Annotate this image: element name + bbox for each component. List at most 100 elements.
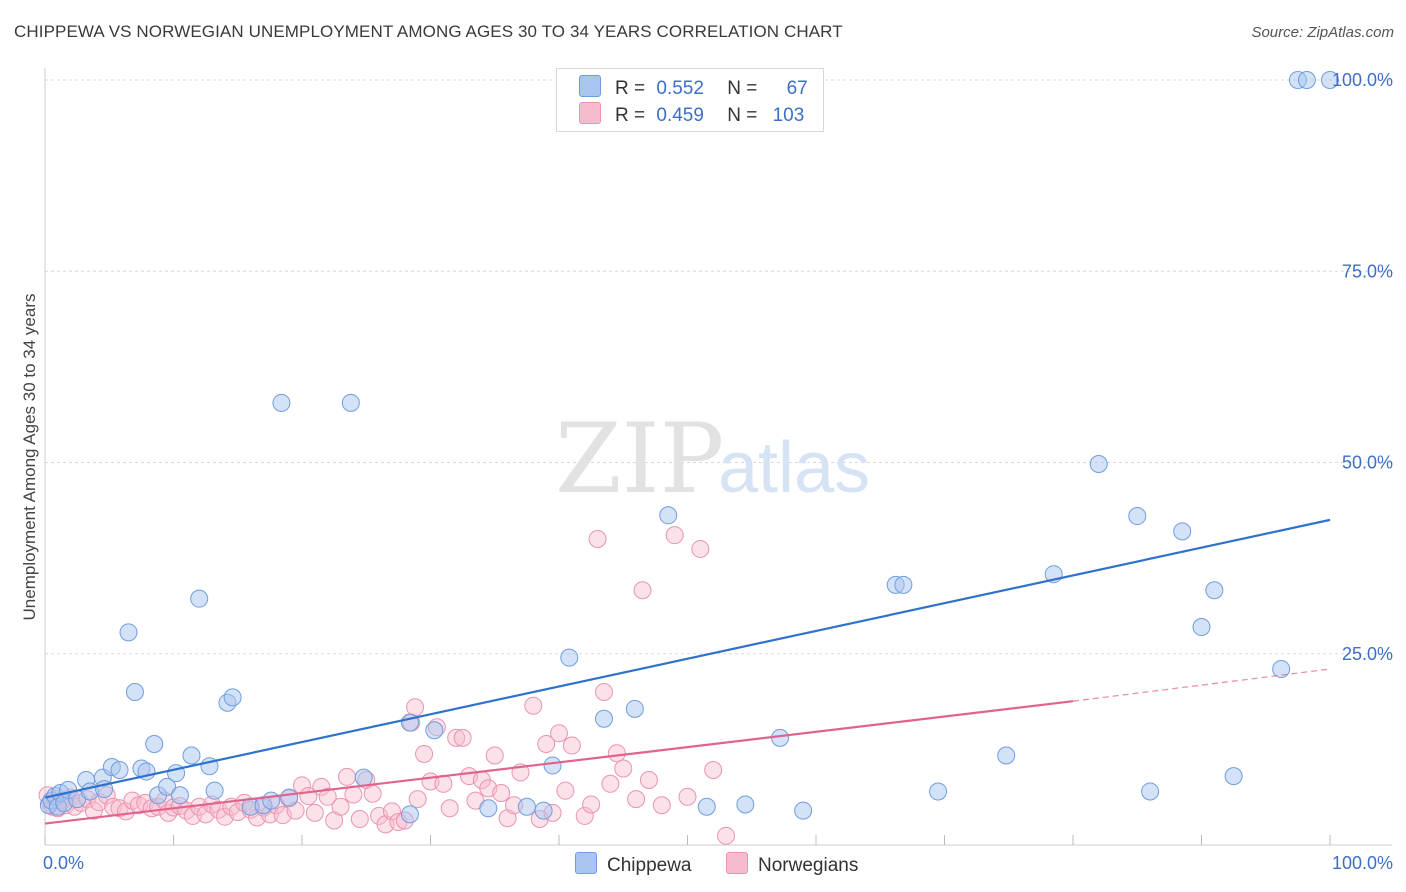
norwegians-point xyxy=(601,774,620,793)
chippewa-point xyxy=(182,746,201,765)
series-chippewa xyxy=(39,71,1339,824)
legend-row-chippewa: R = 0.552 N = 67 xyxy=(579,75,808,99)
norwegians-point xyxy=(550,724,568,743)
norwegians-point xyxy=(318,787,337,806)
norwegians-point xyxy=(678,787,697,806)
chippewa-trend-line xyxy=(44,518,1331,799)
axes xyxy=(44,68,1392,846)
chippewa-point xyxy=(272,393,291,412)
norwegians-swatch xyxy=(726,852,748,874)
r-value-chippewa: 0.552 xyxy=(656,78,704,99)
watermark-atlas: atlas xyxy=(718,428,870,508)
chippewa-point xyxy=(262,791,281,810)
chippewa-point xyxy=(1128,507,1147,526)
series-norwegians xyxy=(38,526,736,845)
norwegians-swatch xyxy=(579,102,601,124)
chippewa-point xyxy=(1089,455,1108,474)
x-tick-label: 0.0% xyxy=(43,853,84,873)
y-tick-label: 100.0% xyxy=(1332,70,1393,90)
bottom-legend-norwegians: Norwegians xyxy=(726,852,858,877)
chippewa-point xyxy=(205,781,224,800)
norwegians-point xyxy=(331,797,350,816)
norwegians-point xyxy=(305,803,324,822)
y-tick-label: 25.0% xyxy=(1342,644,1393,664)
source-label: Source: ZipAtlas.com xyxy=(1251,24,1394,41)
norwegians-point xyxy=(447,728,466,747)
chippewa-point xyxy=(1224,767,1243,786)
norwegians-point xyxy=(575,806,594,825)
chippewa-point xyxy=(223,688,242,707)
norwegians-point xyxy=(492,783,511,802)
norwegians-point xyxy=(337,767,356,786)
norwegians-point xyxy=(614,759,633,778)
chippewa-point xyxy=(929,782,948,801)
chippewa-point xyxy=(594,709,613,728)
chippewa-point xyxy=(119,623,138,642)
chippewa-point xyxy=(697,797,716,816)
n-value-norwegians: 103 xyxy=(772,105,805,126)
norwegians-point xyxy=(485,746,504,765)
norwegians-point xyxy=(382,802,401,821)
chippewa-point xyxy=(125,683,144,701)
norwegians-point xyxy=(633,581,652,600)
norwegians-point xyxy=(627,790,646,809)
chart-title: CHIPPEWA VS NORWEGIAN UNEMPLOYMENT AMONG… xyxy=(14,22,843,41)
n-label: N = xyxy=(727,78,758,99)
norwegians-point xyxy=(537,735,556,754)
watermark-zip: ZIP xyxy=(555,403,724,515)
chippewa-point xyxy=(1297,71,1316,89)
r-value-norwegians: 0.459 xyxy=(656,105,704,126)
chippewa-point xyxy=(425,721,444,740)
norwegians-trend-line xyxy=(44,700,1074,825)
norwegians-point xyxy=(594,683,613,701)
chippewa-point xyxy=(625,699,644,718)
n-label: N = xyxy=(727,105,758,126)
y-tick-label: 75.0% xyxy=(1342,261,1393,281)
chippewa-point xyxy=(1173,522,1192,541)
chippewa-point xyxy=(479,799,498,818)
chippewa-point xyxy=(1192,617,1211,636)
norwegians-point xyxy=(588,530,607,548)
chippewa-point xyxy=(400,805,419,824)
norwegians-point xyxy=(691,539,710,558)
chippewa-point xyxy=(736,795,755,814)
r-label: R = xyxy=(615,78,646,99)
norwegians-point xyxy=(556,781,575,800)
norwegians-point xyxy=(704,761,723,780)
norwegians-point xyxy=(639,770,658,789)
x-tick-label: 100.0% xyxy=(1332,853,1393,873)
chippewa-point xyxy=(517,797,536,816)
chippewa-point xyxy=(997,746,1016,765)
norwegians-point xyxy=(607,744,626,763)
chippewa-swatch xyxy=(575,852,597,874)
tick-labels: 25.0% 50.0% 75.0% 100.0% 0.0% 100.0% xyxy=(43,70,1393,873)
norwegians-point xyxy=(440,799,459,818)
norwegians-point xyxy=(415,744,434,763)
chippewa-point xyxy=(190,589,209,608)
chippewa-point xyxy=(158,777,177,796)
y-tick-label: 50.0% xyxy=(1342,453,1393,473)
grid-lines xyxy=(45,79,1392,655)
norwegians-point xyxy=(717,826,736,845)
chippewa-point xyxy=(1321,71,1339,89)
norwegians-point xyxy=(582,795,601,814)
norwegians-point xyxy=(406,698,425,717)
chippewa-point xyxy=(543,756,562,775)
norwegians-point xyxy=(84,801,103,820)
norwegians-trend-extension xyxy=(1072,668,1331,702)
chippewa-point xyxy=(110,761,129,780)
chippewa-point xyxy=(170,786,189,805)
chippewa-point xyxy=(560,648,579,667)
chippewa-point xyxy=(794,801,813,820)
chippewa-point xyxy=(1141,782,1160,801)
norwegians-point xyxy=(652,796,671,815)
r-label: R = xyxy=(615,105,646,126)
trend-lines xyxy=(44,518,1331,825)
chippewa-point xyxy=(145,735,164,754)
norwegians-point xyxy=(453,728,472,747)
legend-label-chippewa: Chippewa xyxy=(607,855,692,876)
chippewa-point xyxy=(771,728,790,747)
norwegians-point xyxy=(363,784,382,803)
norwegians-point xyxy=(665,526,684,545)
